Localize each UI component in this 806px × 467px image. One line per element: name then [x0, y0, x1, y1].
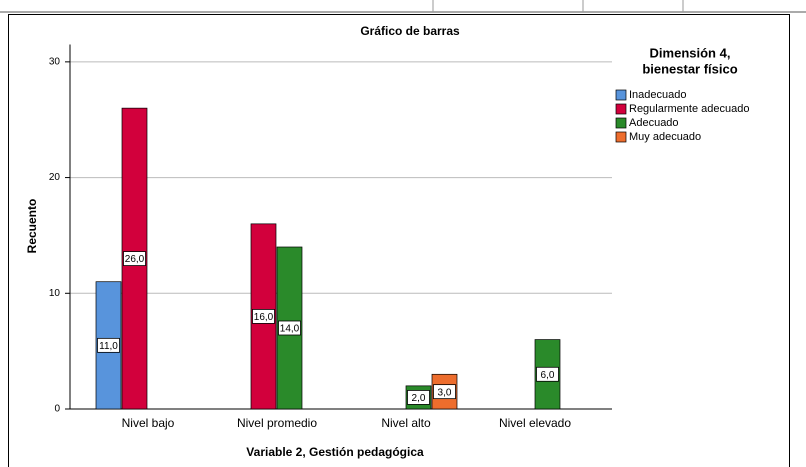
chart-frame [8, 14, 790, 467]
legend-title: bienestar físico [642, 61, 737, 76]
legend-swatch [615, 117, 627, 129]
value-label-box [252, 309, 275, 324]
legend-swatch [615, 131, 627, 143]
value-label: 6,0 [541, 370, 555, 381]
value-label-box [278, 320, 301, 336]
y-tick-label: 10 [49, 288, 61, 299]
value-label-box [536, 366, 559, 382]
legend-label: Adecuado [629, 117, 679, 129]
value-label: 11,0 [99, 341, 118, 352]
legend-swatch [615, 103, 627, 115]
value-label-box [433, 384, 456, 400]
legend-label: Regularmente adecuado [629, 103, 749, 115]
value-label-box [123, 251, 146, 266]
y-tick-label: 30 [49, 56, 61, 67]
value-label: 14,0 [280, 324, 300, 335]
value-label: 16,0 [254, 312, 274, 323]
legend-title: Dimensión 4, [650, 45, 731, 60]
legend-swatch [615, 89, 627, 101]
legend-label: Inadecuado [629, 89, 687, 101]
x-tick-label: Nivel alto [381, 416, 431, 430]
x-axis-title: Variable 2, Gestión pedagógica [246, 445, 424, 459]
x-tick-label: Nivel bajo [122, 416, 175, 430]
value-label: 3,0 [438, 387, 452, 398]
value-label: 26,0 [125, 254, 145, 265]
value-label: 2,0 [412, 393, 426, 404]
legend-label: Muy adecuado [629, 131, 701, 143]
value-label-box [407, 390, 430, 405]
y-tick-label: 20 [49, 172, 61, 183]
y-axis-title: Recuento [25, 199, 39, 254]
value-label-box [97, 337, 120, 353]
x-tick-label: Nivel promedio [237, 416, 317, 430]
y-tick-label: 0 [54, 404, 60, 415]
x-tick-label: Nivel elevado [499, 416, 571, 430]
chart-title: Gráfico de barras [360, 24, 460, 38]
